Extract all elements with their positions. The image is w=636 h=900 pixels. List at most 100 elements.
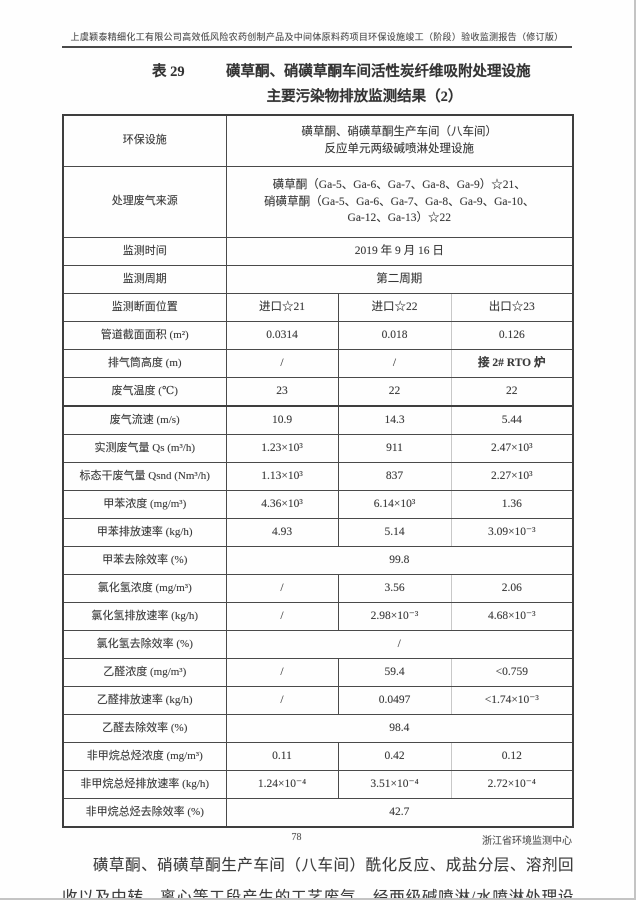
cell-line: Ga-12、Ga-13）☆22: [347, 212, 451, 225]
row-label: 废气温度 (℃): [62, 377, 227, 407]
cell-value: <1.74×10⁻³: [450, 686, 574, 715]
cell-value: /: [225, 602, 339, 631]
cell-value: 5.44: [450, 405, 574, 435]
row-label: 乙醛排放速率 (kg/h): [62, 686, 227, 715]
table-number: 表 29: [152, 64, 185, 80]
cell-value: 2.06: [450, 574, 574, 603]
cell-value: 磺草酮（Ga-5、Ga-6、Ga-7、Ga-8、Ga-9）☆21、 硝磺草酮（G…: [225, 166, 574, 238]
row-label: 监测断面位置: [62, 293, 227, 322]
row-label: 氯化氢浓度 (mg/m³): [62, 574, 227, 603]
cell-value: 2.72×10⁻⁴: [450, 770, 574, 799]
table-caption: 表 29 磺草酮、硝磺草酮车间活性炭纤维吸附处理设施 主要污染物排放监测结果（2…: [62, 60, 572, 106]
cell-value: 22: [337, 377, 452, 407]
cell-value: 0.126: [450, 321, 574, 350]
cell-value: 4.68×10⁻³: [450, 602, 574, 631]
cell-value: /: [337, 349, 452, 378]
table-row: 监测周期 第二周期: [62, 265, 574, 294]
row-label: 排气筒高度 (m): [62, 349, 227, 378]
cell-value: 0.0314: [225, 321, 339, 350]
row-label: 非甲烷总烃浓度 (mg/m³): [62, 742, 227, 771]
table-row: 非甲烷总烃排放速率 (kg/h) 1.24×10⁻⁴ 3.51×10⁻⁴ 2.7…: [62, 770, 574, 799]
table-row: 排气筒高度 (m) / / 接 2# RTO 炉: [62, 349, 574, 378]
cell-value: 接 2# RTO 炉: [450, 349, 574, 378]
cell-value: 1.13×10³: [225, 462, 339, 491]
table-row: 环保设施 磺草酮、硝磺草酮生产车间（八车间） 反应单元两级碱喷淋处理设施: [62, 114, 574, 167]
table-row: 监测断面位置 进口☆21 进口☆22 出口☆23: [62, 293, 574, 322]
cell-value: 5.14: [337, 518, 452, 547]
table-row: 甲苯排放速率 (kg/h) 4.93 5.14 3.09×10⁻³: [62, 518, 574, 547]
row-label: 管道截面面积 (m²): [62, 321, 227, 350]
cell-value: 1.36: [450, 490, 574, 519]
table-row: 废气流速 (m/s) 10.9 14.3 5.44: [62, 405, 574, 435]
cell-value: 98.4: [225, 714, 574, 743]
table-title-line1: 磺草酮、硝磺草酮车间活性炭纤维吸附处理设施: [226, 64, 531, 80]
table-row: 氯化氢浓度 (mg/m³) / 3.56 2.06: [62, 574, 574, 603]
cell-value: 2.27×10³: [450, 462, 574, 491]
cell-value: /: [225, 630, 574, 659]
cell-value: 3.09×10⁻³: [450, 518, 574, 547]
cell-line: 磺草酮、硝磺草酮生产车间（八车间）: [301, 126, 498, 139]
cell-value: /: [225, 686, 339, 715]
cell-value: 出口☆23: [450, 293, 574, 322]
footer-organization: 浙江省环境监测中心: [482, 836, 572, 847]
row-label: 甲苯排放速率 (kg/h): [62, 518, 227, 547]
cell-value: 59.4: [337, 658, 452, 687]
cell-value: 14.3: [337, 405, 452, 435]
cell-value: /: [225, 658, 339, 687]
table-row: 乙醛浓度 (mg/m³) / 59.4 <0.759: [62, 658, 574, 687]
row-label: 监测周期: [62, 265, 227, 294]
row-label: 实测废气量 Qs (m³/h): [62, 434, 227, 463]
cell-value: 22: [450, 377, 574, 407]
row-label: 标态干废气量 Qsnd (Nm³/h): [62, 462, 227, 491]
table-title-line2: 主要污染物排放监测结果（2）: [266, 89, 463, 105]
table-row: 废气温度 (℃) 23 22 22: [62, 377, 574, 407]
table-row: 甲苯浓度 (mg/m³) 4.36×10³ 6.14×10³ 1.36: [62, 490, 574, 519]
cell-value: 2.98×10⁻³: [337, 602, 452, 631]
cell-value: 第二周期: [225, 265, 574, 294]
report-header: 上虞颖泰精细化工有限公司高效低风险农药创制产品及中间体原料药项目环保设施竣工（阶…: [62, 30, 572, 48]
cell-value: 0.018: [337, 321, 452, 350]
cell-line: 硝磺草酮（Ga-5、Ga-6、Ga-7、Ga-8、Ga-9、Ga-10、: [264, 195, 535, 208]
cell-value: 进口☆21: [225, 293, 339, 322]
row-label: 环保设施: [62, 114, 227, 167]
cell-value: 6.14×10³: [337, 490, 452, 519]
cell-value: 进口☆22: [337, 293, 452, 322]
cell-value: 2.47×10³: [450, 434, 574, 463]
row-label: 废气流速 (m/s): [62, 405, 227, 435]
cell-value: 99.8: [225, 546, 574, 575]
table-row: 标态干废气量 Qsnd (Nm³/h) 1.13×10³ 837 2.27×10…: [62, 462, 574, 491]
row-label: 监测时间: [62, 237, 227, 266]
cell-value: 磺草酮、硝磺草酮生产车间（八车间） 反应单元两级碱喷淋处理设施: [225, 114, 574, 167]
row-label: 非甲烷总烃去除效率 (%): [62, 798, 227, 828]
table-row: 处理废气来源 磺草酮（Ga-5、Ga-6、Ga-7、Ga-8、Ga-9）☆21、…: [62, 166, 574, 238]
cell-line: 磺草酮（Ga-5、Ga-6、Ga-7、Ga-8、Ga-9）☆21、: [272, 178, 526, 191]
table-row: 实测废气量 Qs (m³/h) 1.23×10³ 911 2.47×10³: [62, 434, 574, 463]
table-row: 氯化氢去除效率 (%) /: [62, 630, 574, 659]
cell-value: 1.24×10⁻⁴: [225, 770, 339, 799]
table-row: 管道截面面积 (m²) 0.0314 0.018 0.126: [62, 321, 574, 350]
cell-value: 1.23×10³: [225, 434, 339, 463]
row-label: 乙醛去除效率 (%): [62, 714, 227, 743]
table-row: 非甲烷总烃去除效率 (%) 42.7: [62, 798, 574, 828]
cell-value: 10.9: [225, 405, 339, 435]
row-label: 非甲烷总烃排放速率 (kg/h): [62, 770, 227, 799]
cell-value: /: [225, 574, 339, 603]
cell-value: 837: [337, 462, 452, 491]
page-footer: 78 浙江省环境监测中心: [62, 832, 573, 848]
cell-value: 2019 年 9 月 16 日: [225, 237, 574, 266]
cell-line: 反应单元两级碱喷淋处理设施: [324, 143, 475, 155]
table-row: 乙醛去除效率 (%) 98.4: [62, 714, 574, 743]
table-row: 非甲烷总烃浓度 (mg/m³) 0.11 0.42 0.12: [62, 742, 574, 771]
cell-value: 911: [337, 434, 452, 463]
cell-value: 0.42: [337, 742, 452, 771]
cell-value: 0.12: [450, 742, 574, 771]
cell-value: /: [225, 349, 339, 378]
body-paragraph: 磺草酮、硝磺草酮生产车间（八车间）酰化反应、成盐分层、溶剂回收以及中转、离心等工…: [62, 857, 574, 900]
row-label: 氯化氢排放速率 (kg/h): [62, 602, 227, 631]
row-label: 乙醛浓度 (mg/m³): [62, 658, 227, 687]
cell-value: 3.51×10⁻⁴: [337, 770, 452, 799]
cell-value: 3.56: [337, 574, 452, 603]
cell-value: <0.759: [450, 658, 574, 687]
row-label: 氯化氢去除效率 (%): [62, 630, 227, 659]
